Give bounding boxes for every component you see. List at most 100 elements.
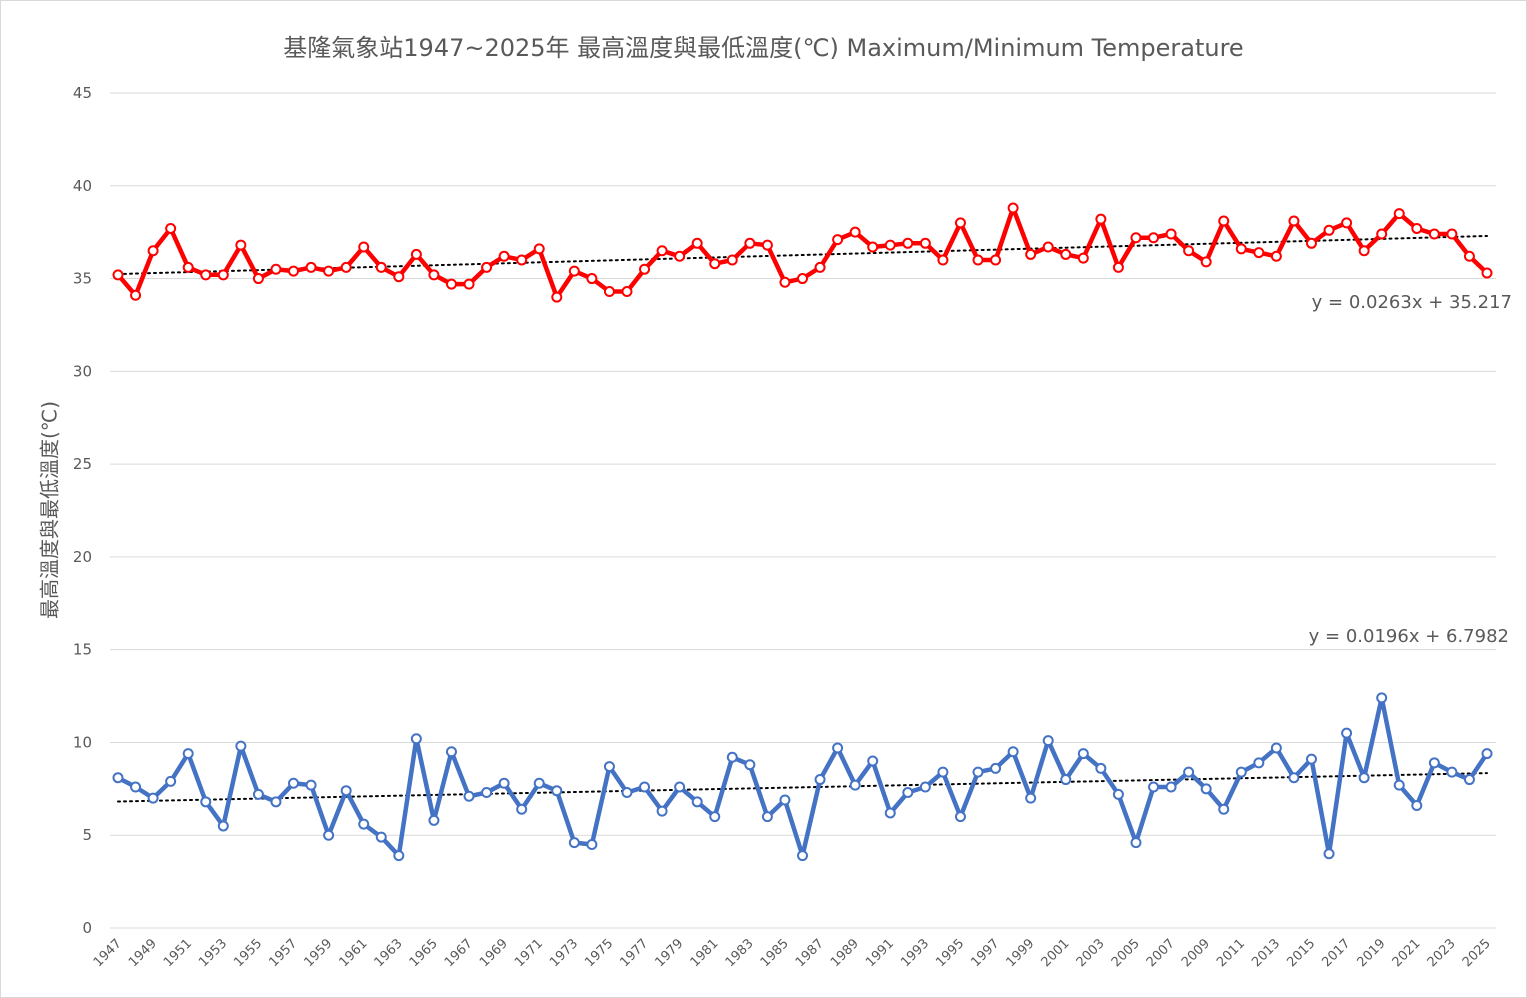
x-tick-label: 1949 (126, 936, 160, 970)
data-point-max (235, 239, 247, 251)
data-point-max (270, 263, 282, 275)
x-tick-label: 1991 (863, 936, 897, 970)
trendlines (117, 234, 1488, 803)
data-point-max (165, 222, 177, 234)
data-point-max (1446, 228, 1458, 240)
data-point-min (1463, 774, 1475, 786)
data-point-min (516, 803, 528, 815)
data-point-min (1165, 781, 1177, 793)
data-point-min (165, 775, 177, 787)
data-point-max (568, 265, 580, 277)
data-point-max (937, 254, 949, 266)
data-point-min (674, 781, 686, 793)
data-point-max (130, 289, 142, 301)
data-point-min (323, 829, 335, 841)
data-point-min (481, 787, 493, 799)
data-point-min (147, 792, 159, 804)
data-point-min (1200, 783, 1212, 795)
data-point-max (410, 248, 422, 260)
data-point-min (1060, 774, 1072, 786)
data-point-max (463, 278, 475, 290)
data-point-min (1007, 746, 1019, 758)
data-point-min (744, 759, 756, 771)
x-tick-label: 2019 (1355, 936, 1389, 970)
data-point-max (428, 269, 440, 281)
x-tick-label: 1963 (372, 936, 406, 970)
data-point-min (902, 787, 914, 799)
data-point-max (586, 273, 598, 285)
data-point-max (252, 273, 264, 285)
data-point-max (884, 239, 896, 251)
x-tick-label: 2021 (1390, 936, 1424, 970)
data-point-max (1305, 237, 1317, 249)
data-point-max (797, 273, 808, 285)
data-point-max (112, 269, 124, 281)
x-tick-label: 1977 (617, 936, 651, 970)
data-point-max (761, 239, 773, 251)
data-point-max (709, 258, 721, 270)
data-point-min (551, 785, 563, 797)
data-point-min (797, 850, 808, 862)
data-point-max (1463, 250, 1475, 262)
data-point-min (937, 766, 949, 778)
x-tick-label: 1975 (582, 936, 616, 970)
x-tick-label: 1983 (723, 936, 757, 970)
data-point-max (919, 237, 931, 249)
data-point-max (1060, 248, 1072, 260)
data-point-max (1341, 217, 1353, 229)
data-point-min (990, 762, 1002, 774)
data-point-min (656, 805, 668, 817)
data-point-max (516, 254, 528, 266)
data-point-max (621, 286, 633, 298)
data-point-min (130, 781, 142, 793)
data-point-max (182, 261, 194, 273)
data-point-min (884, 807, 896, 819)
data-point-max (674, 250, 686, 262)
data-point-max (340, 261, 352, 273)
x-tick-label: 1999 (1003, 936, 1037, 970)
data-point-min (1481, 748, 1493, 760)
data-point-max (744, 237, 756, 249)
data-point-min (375, 831, 387, 843)
data-point-max (498, 250, 510, 262)
data-point-max (1112, 261, 1124, 273)
data-point-max (1288, 215, 1300, 227)
data-point-max (1481, 267, 1493, 279)
data-point-min (463, 790, 475, 802)
data-point-max (1200, 256, 1212, 268)
data-point-max (1077, 252, 1089, 264)
data-point-min (1341, 727, 1353, 739)
data-point-min (621, 787, 633, 799)
data-point-min (1288, 772, 1300, 784)
data-point-min (1042, 735, 1054, 747)
data-point-max (217, 269, 229, 281)
data-point-min (779, 794, 791, 806)
data-point-min (112, 772, 124, 784)
x-tick-label: 1959 (301, 936, 335, 970)
data-point-max (288, 265, 300, 277)
data-point-max (972, 254, 984, 266)
data-point-min (1358, 772, 1370, 784)
data-point-max (726, 254, 738, 266)
data-point-min (410, 733, 422, 745)
x-axis-ticks: 1947 1949 1951 1953 1955 1957 1959 1961 1963 1965… (91, 936, 1494, 970)
data-point-min (182, 748, 194, 760)
data-point-min (252, 788, 264, 800)
x-tick-label: 2015 (1284, 936, 1318, 970)
x-tick-label: 1985 (758, 936, 792, 970)
data-point-min (814, 774, 826, 786)
y-tick-label: 20 (73, 548, 92, 566)
x-tick-label: 1961 (337, 936, 371, 970)
data-point-max (1253, 247, 1265, 259)
data-point-min (639, 781, 651, 793)
data-point-min (498, 777, 510, 789)
data-point-max (533, 243, 545, 255)
data-point-max (1095, 213, 1107, 225)
data-point-min (1130, 837, 1142, 849)
data-point-max (481, 261, 493, 273)
data-point-min (1235, 766, 1247, 778)
x-tick-label: 1979 (652, 936, 686, 970)
data-point-min (1411, 800, 1423, 812)
data-point-max (551, 291, 563, 303)
